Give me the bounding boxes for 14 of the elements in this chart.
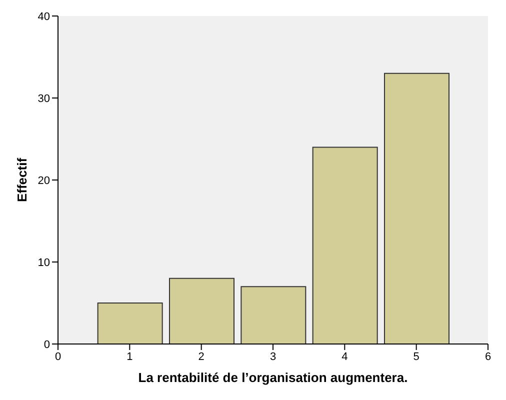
- y-tick-label: 20: [38, 174, 50, 187]
- y-tick-label: 0: [44, 338, 50, 351]
- x-tick-label: 2: [198, 350, 204, 363]
- y-axis-title: Effectif: [14, 157, 30, 202]
- x-tick-label: 6: [484, 350, 492, 363]
- x-tick-label: 4: [342, 350, 348, 363]
- x-tick-label: 3: [270, 350, 276, 363]
- y-tick-label: 40: [38, 10, 50, 23]
- x-axis-title: La rentabilité de l’organisation augmentera.: [138, 370, 408, 385]
- x-tick-label: 1: [126, 350, 133, 363]
- x-tick-label: 0: [54, 350, 62, 363]
- y-tick-label: 10: [38, 256, 50, 269]
- y-tick-label: 30: [38, 92, 50, 105]
- x-tick-label: 5: [413, 350, 420, 363]
